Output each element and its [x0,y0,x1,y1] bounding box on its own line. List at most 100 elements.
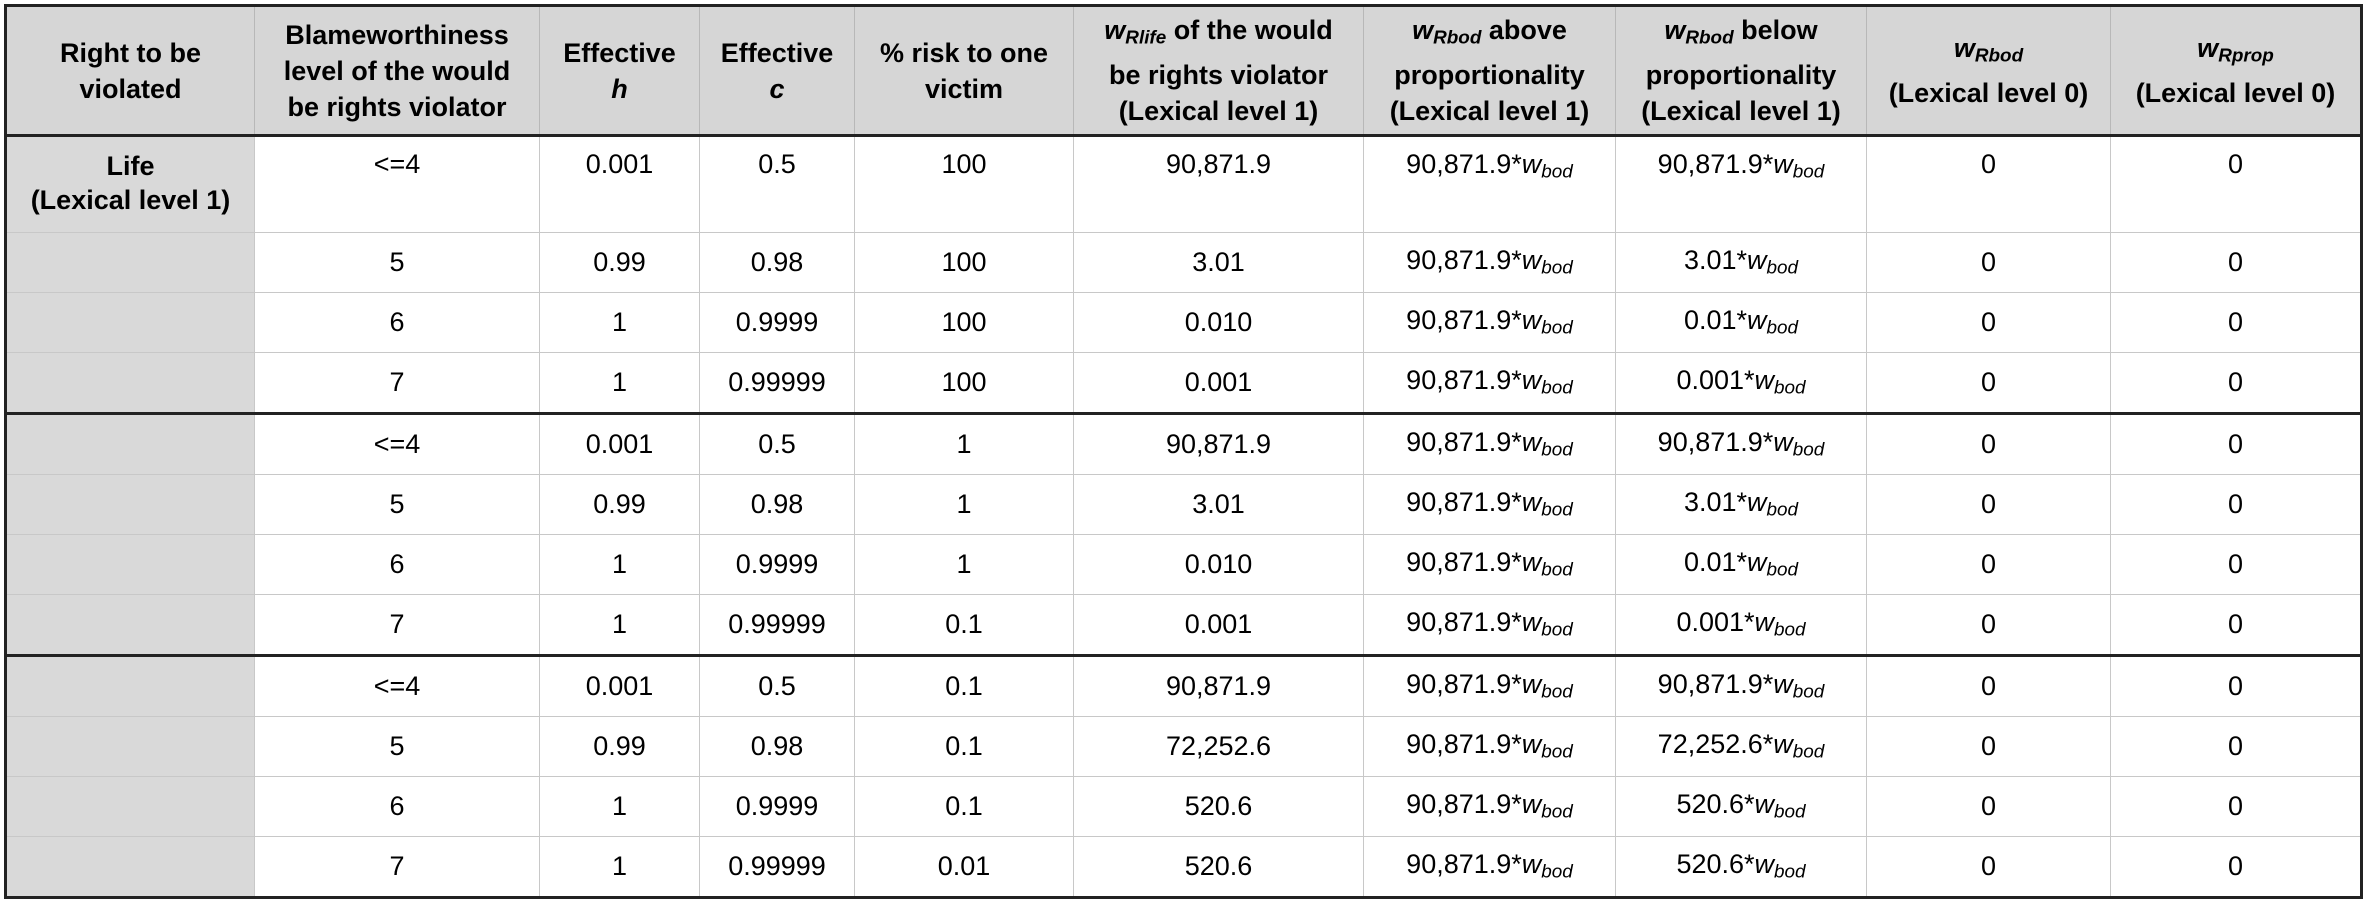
cell-value: 100 [941,247,987,277]
weight-symbol: w [1521,729,1542,760]
weight-symbol: w [1773,427,1793,458]
cell-value: 1 [956,489,972,519]
effective-c-cell: 0.98 [699,474,855,535]
cell-value: 0 [2227,671,2244,701]
effective-c-cell: 0.99999 [699,836,855,899]
w-rbod-above-cell: 90,871.9*wbod [1363,292,1616,353]
w-rbod-level0-cell: 0 [1866,534,2111,595]
risk-cell: 1 [854,412,1074,475]
header-text-line: be rights violator [287,91,507,122]
cell-value: 0.01 [937,851,991,881]
weight-subscript: bod [1792,161,1825,183]
cell-value: 1 [611,307,628,337]
table-row: 7 1 0.99999 0.1 0.001 90,871.9*wbod 0.001*wbod… [4,594,2363,656]
weight-symbol: w [1521,245,1542,276]
header-text-line: level of the would [283,55,511,86]
effective-h-cell: 1 [539,836,700,899]
weight-symbol: w [1521,607,1542,638]
header-text-line: wRbod below [1617,12,1866,57]
w-rlife-cell: 0.010 [1073,534,1364,595]
cell-value: 1 [611,367,628,397]
header-w-rbod-above: wRbod above proportionality (Lexical lev… [1363,4,1616,137]
cell-value: <=4 [373,671,421,701]
cell-value: 0 [1980,609,1997,639]
table-row: <=4 0.001 0.5 1 90,871.9 90,871.9*wbod 90,871.… [4,412,2363,475]
header-symbol: h [611,73,628,104]
cell-value: 0 [2227,851,2244,881]
cell-value: 3.01* [1683,245,1748,276]
weight-symbol: w [1747,305,1767,336]
cell-value: 0 [1980,671,1997,701]
effective-c-cell: 0.9999 [699,776,855,837]
table-row: 7 1 0.99999 0.01 520.6 90,871.9*wbod 520.6*wbo… [4,836,2363,899]
cell-value: 520.6 [1184,851,1253,881]
cell-value: 1 [956,429,972,459]
header-text-line: % risk to one [879,37,1049,68]
weight-symbol: w [1521,547,1542,578]
weight-subscript: bod [1774,377,1806,399]
weight-symbol: w [1521,365,1542,396]
header-blameworthiness-level: Blameworthiness level of the would be ri… [254,4,540,137]
weight-subscript: bod [1792,681,1825,703]
w-rbod-below-cell: 520.6*wbod [1615,776,1867,837]
cell-value: 0.99999 [728,609,826,639]
w-rbod-above-cell: 90,871.9*wbod [1363,534,1616,595]
weight-subscript: bod [1792,439,1825,461]
cell-value: 0.5 [758,429,796,459]
blameworthiness-cell: 7 [254,836,540,899]
blameworthiness-cell: 6 [254,534,540,595]
w-rprop-level0-cell: 0 [2110,232,2363,293]
cell-value: 3.01 [1192,489,1245,519]
risk-cell: 1 [854,474,1074,535]
effective-c-cell: 0.99999 [699,594,855,656]
cell-value: 90,871.9* [1406,729,1522,760]
header-symbol: c [769,73,785,104]
right-to-be-violated-cell [4,412,255,475]
cell-value: 0.99 [593,247,646,277]
cell-value: 0 [1980,247,1997,277]
cell-value: 90,871.9 [1165,429,1272,459]
table-row: 5 0.99 0.98 1 3.01 90,871.9*wbod 3.01*wbod 0 0 [4,474,2363,535]
effective-h-cell: 1 [539,594,700,656]
header-text-line: proportionality [1394,59,1585,90]
blameworthiness-cell: 6 [254,776,540,837]
cell-value: 90,871.9* [1406,149,1522,179]
w-rbod-level0-cell: 0 [1866,474,2111,535]
cell-value: 0 [1980,791,1997,821]
w-rbod-level0-cell: 0 [1866,594,2111,656]
header-text-line: (Lexical level 1) [1118,95,1319,126]
cell-value: 3.01 [1192,247,1245,277]
effective-h-cell: 0.001 [539,412,700,475]
cell-value: 0.98 [750,731,804,761]
cell-value: <=4 [373,149,421,179]
weight-symbol: w [2197,33,2219,64]
weight-subscript: Rbod [1685,27,1734,49]
cell-value: 0 [2227,247,2244,277]
w-rbod-below-cell: 90,871.9*wbod [1615,135,1867,233]
weight-subscript: Rprop [2218,45,2274,67]
header-right-to-be-violated: Right to be violated [4,4,255,137]
w-rbod-below-cell: 3.01*wbod [1615,232,1867,293]
weight-subscript: bod [1541,741,1573,763]
weight-symbol: w [1773,149,1793,179]
cell-value: 7 [389,609,405,639]
w-rprop-level0-cell: 0 [2110,534,2363,595]
cell-value: 0.001 [1184,367,1253,397]
right-label-line: Life [106,151,155,181]
weight-symbol: w [1521,669,1542,700]
cell-value: 90,871.9* [1406,669,1522,700]
header-text-line: (Lexical level 0) [2135,77,2336,108]
right-label-line: (Lexical level 1) [30,185,231,215]
w-rbod-below-cell: 3.01*wbod [1615,474,1867,535]
cell-value: 520.6* [1676,849,1755,880]
effective-h-cell: 0.99 [539,232,700,293]
cell-value: 90,871.9* [1657,427,1774,458]
cell-value: 0 [1980,429,1997,459]
weight-subscript: bod [1541,681,1573,703]
table-row: 5 0.99 0.98 0.1 72,252.6 90,871.9*wbod 72,252.… [4,716,2363,777]
w-rprop-level0-cell: 0 [2110,776,2363,837]
cell-value: 0 [2227,791,2244,821]
weight-symbol: w [1754,607,1775,638]
cell-value: 0.98 [750,489,804,519]
